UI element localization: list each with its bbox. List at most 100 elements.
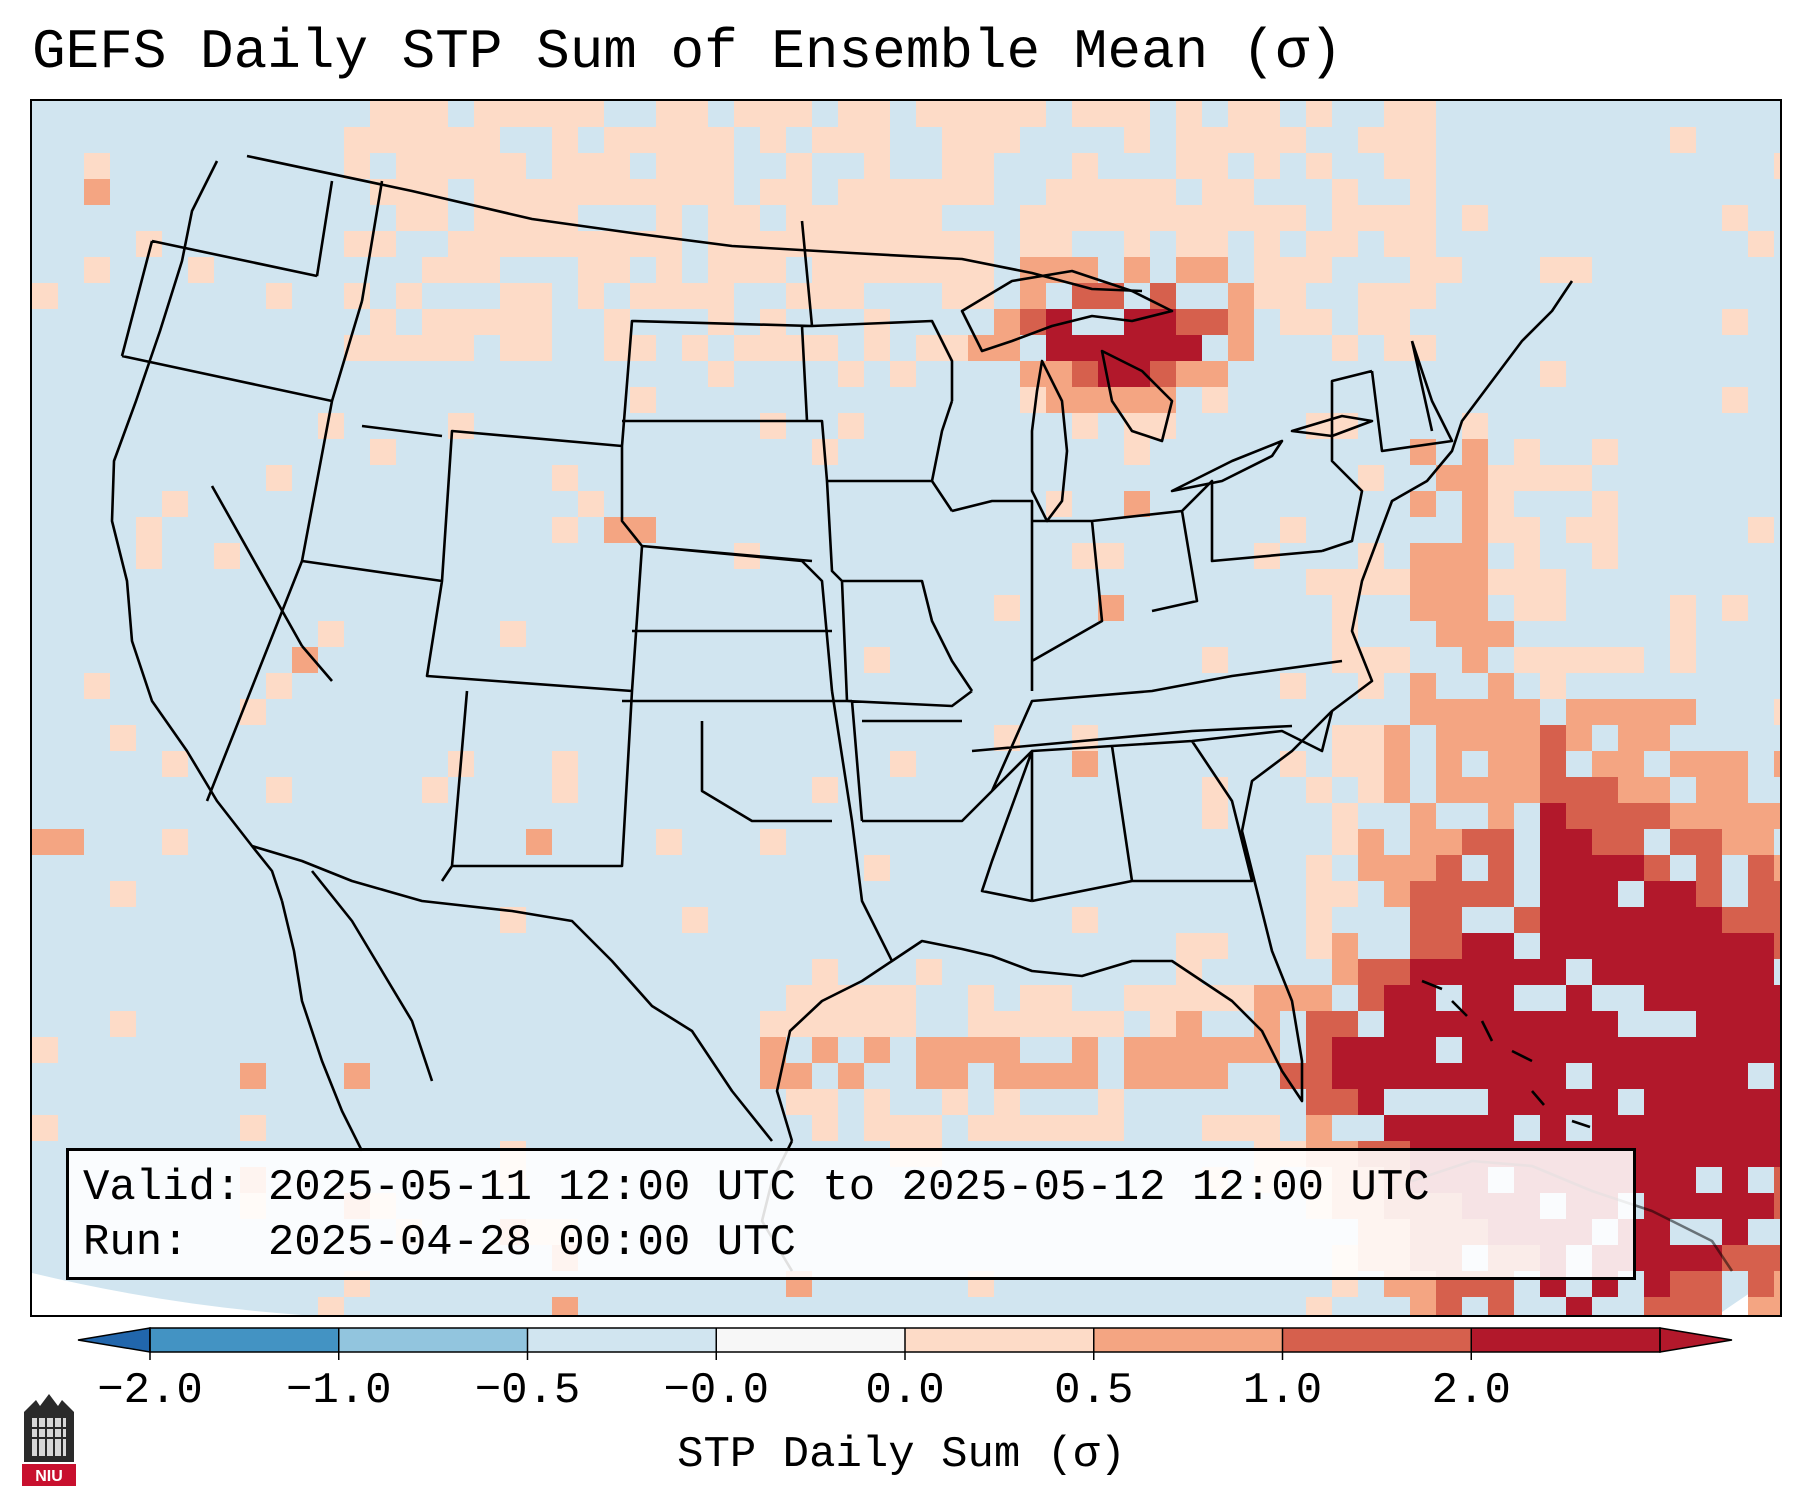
stp-cell xyxy=(1384,855,1410,881)
stp-cell xyxy=(994,1063,1020,1089)
stp-cell xyxy=(344,127,370,153)
stp-cell xyxy=(1774,699,1780,725)
stp-cell xyxy=(1072,101,1098,127)
stp-cell xyxy=(1644,1271,1670,1297)
stp-cell xyxy=(1306,1115,1332,1141)
stp-cell xyxy=(1046,1063,1072,1089)
stp-cell xyxy=(864,335,890,361)
stp-cell xyxy=(448,127,474,153)
stp-cell xyxy=(1410,543,1436,569)
stp-cell xyxy=(916,205,942,231)
stp-cell xyxy=(1488,959,1514,985)
stp-cell xyxy=(1566,699,1592,725)
stp-cell xyxy=(1436,257,1462,283)
stp-cell xyxy=(1436,751,1462,777)
stp-cell xyxy=(1696,1271,1722,1297)
stp-cell xyxy=(1748,1297,1774,1315)
stp-cell xyxy=(1098,1089,1124,1115)
stp-cell xyxy=(1020,101,1046,127)
stp-cell xyxy=(1176,1037,1202,1063)
stp-cell xyxy=(812,335,838,361)
stp-cell xyxy=(890,205,916,231)
stp-cell xyxy=(1202,387,1228,413)
stp-cell xyxy=(942,283,968,309)
stp-cell xyxy=(1306,777,1332,803)
stp-cell xyxy=(1540,465,1566,491)
stp-cell xyxy=(1514,569,1540,595)
stp-cell xyxy=(1384,985,1410,1011)
stp-cell xyxy=(1124,127,1150,153)
stp-cell xyxy=(552,751,578,777)
stp-cell xyxy=(1046,231,1072,257)
stp-cell xyxy=(32,1037,58,1063)
stp-cell xyxy=(1046,335,1072,361)
stp-cell xyxy=(864,855,890,881)
stp-cell xyxy=(1592,543,1618,569)
stp-cell xyxy=(1436,569,1462,595)
stp-cell xyxy=(1488,829,1514,855)
stp-cell xyxy=(1410,231,1436,257)
stp-cell xyxy=(864,179,890,205)
stp-cell xyxy=(1436,933,1462,959)
stp-cell xyxy=(1202,803,1228,829)
stp-cell xyxy=(1254,127,1280,153)
stp-cell xyxy=(1540,777,1566,803)
stp-cell xyxy=(1644,907,1670,933)
stp-cell xyxy=(1774,1011,1780,1037)
stp-cell xyxy=(656,283,682,309)
stp-cell xyxy=(864,153,890,179)
stp-cell xyxy=(1774,1089,1780,1115)
stp-cell xyxy=(1670,933,1696,959)
stp-cell xyxy=(760,309,786,335)
stp-cell xyxy=(1072,1115,1098,1141)
stp-cell xyxy=(1046,205,1072,231)
stp-cell xyxy=(1306,153,1332,179)
stp-cell xyxy=(1124,309,1150,335)
stp-cell xyxy=(1670,1167,1696,1193)
stp-cell xyxy=(1722,985,1748,1011)
stp-cell xyxy=(1488,491,1514,517)
stp-cell xyxy=(448,231,474,257)
stp-cell xyxy=(1670,1115,1696,1141)
stp-cell xyxy=(1202,127,1228,153)
stp-cell xyxy=(1020,231,1046,257)
stp-cell xyxy=(708,257,734,283)
colorbar-bin xyxy=(716,1328,906,1352)
stp-cell xyxy=(812,257,838,283)
stp-cell xyxy=(396,101,422,127)
stp-cell xyxy=(1410,179,1436,205)
stp-cell xyxy=(968,1037,994,1063)
stp-cell xyxy=(1722,205,1748,231)
stp-cell xyxy=(1306,1297,1332,1315)
stp-cell xyxy=(1462,543,1488,569)
stp-cell xyxy=(1540,1037,1566,1063)
stp-cell xyxy=(1540,1011,1566,1037)
stp-cell xyxy=(1644,1037,1670,1063)
stp-cell xyxy=(1072,1011,1098,1037)
stp-cell xyxy=(1488,673,1514,699)
stp-cell xyxy=(1540,361,1566,387)
stp-cell xyxy=(1202,361,1228,387)
stp-cell xyxy=(1462,829,1488,855)
stp-cell xyxy=(240,699,266,725)
stp-cell xyxy=(1774,751,1780,777)
stp-cell xyxy=(526,283,552,309)
stp-cell xyxy=(656,179,682,205)
stp-cell xyxy=(968,127,994,153)
stp-cell xyxy=(1618,803,1644,829)
stp-cell xyxy=(1462,491,1488,517)
stp-cell xyxy=(1566,881,1592,907)
stp-cell xyxy=(1306,1089,1332,1115)
stp-cell xyxy=(110,1011,136,1037)
stp-cell xyxy=(552,465,578,491)
stp-cell xyxy=(812,1037,838,1063)
stp-cell xyxy=(344,153,370,179)
stp-cell xyxy=(1202,257,1228,283)
stp-cell xyxy=(422,309,448,335)
stp-cell xyxy=(1696,803,1722,829)
stp-cell xyxy=(1384,777,1410,803)
stp-cell xyxy=(1566,647,1592,673)
stp-cell xyxy=(1332,231,1358,257)
stp-cell xyxy=(1748,933,1774,959)
stp-cell xyxy=(1592,1089,1618,1115)
